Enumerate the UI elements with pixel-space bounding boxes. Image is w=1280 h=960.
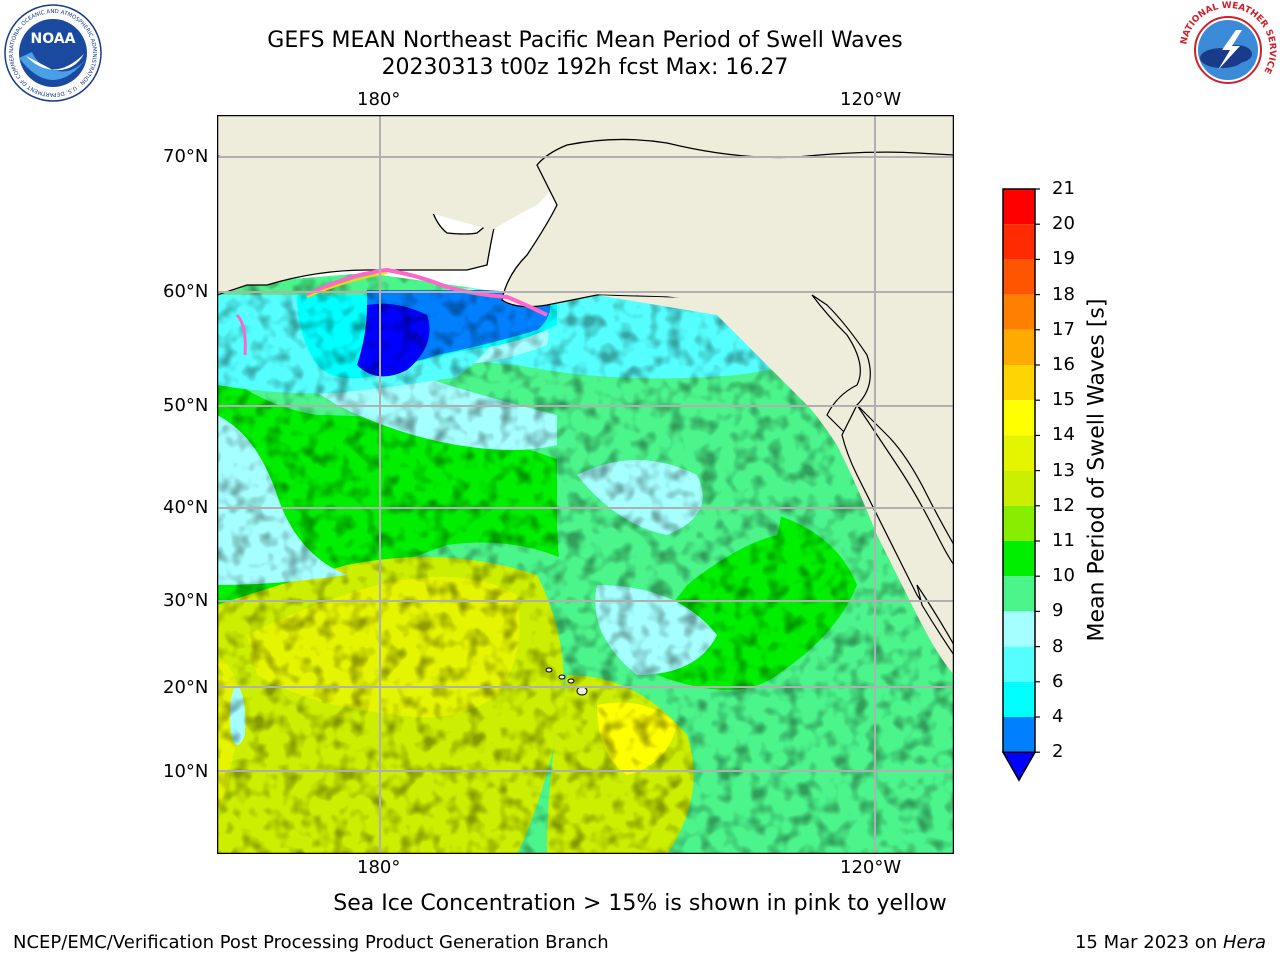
colorbar-tick-label: 10: [1052, 565, 1075, 587]
land-arctic: [217, 115, 954, 230]
colorbar-tick-label: 9: [1052, 600, 1064, 622]
colorbar-segment: [1003, 611, 1035, 647]
footer-date: 15 Mar 2023 on Hera: [1075, 932, 1266, 954]
lat-label-30n: 30°N: [163, 590, 209, 611]
colorbar-segment: [1003, 717, 1035, 753]
map-svg: [216, 114, 955, 855]
nws-logo: NATIONAL WEATHER SERVICE: [1178, 0, 1278, 100]
footer-credit: NCEP/EMC/Verification Post Processing Pr…: [13, 932, 609, 953]
colorbar-tick-label: 4: [1052, 706, 1064, 727]
colorbar: [1000, 186, 1040, 786]
colorbar-segment: [1003, 189, 1035, 225]
colorbar-segment: [1003, 294, 1035, 330]
colorbar-tick-label: 18: [1052, 283, 1075, 305]
colorbar-tick-label: 20: [1052, 213, 1075, 235]
colorbar-tick-label: 2: [1052, 741, 1064, 763]
lat-label-40n: 40°N: [163, 497, 209, 518]
colorbar-tick-label: 21: [1052, 178, 1075, 199]
chart-subtitle: 20230313 t00z 192h fcst Max: 16.27: [381, 55, 789, 80]
lat-label-60n: 60°N: [163, 281, 209, 302]
lat-label-50n: 50°N: [163, 395, 209, 416]
sea-ice-note: Sea Ice Concentration > 15% is shown in …: [333, 891, 947, 916]
noaa-logo: NATIONAL OCEANIC AND ATMOSPHERIC ADMINIS…: [2, 0, 102, 102]
map-panel: [216, 114, 955, 855]
colorbar-tick-label: 13: [1052, 459, 1075, 481]
footer-host: Hera: [1222, 932, 1266, 953]
colorbar-tick-label: 15: [1052, 389, 1075, 411]
lon-label-bottom-180: 180°: [357, 857, 401, 878]
svg-text:NOAA: NOAA: [31, 31, 76, 47]
colorbar-tick-label: 17: [1052, 318, 1075, 340]
lon-label-top-180: 180°: [357, 89, 401, 110]
colorbar-segment: [1003, 224, 1035, 260]
colorbar-segment: [1003, 435, 1035, 471]
colorbar-segment: [1003, 505, 1035, 541]
lon-label-bottom-120w: 120°W: [840, 857, 902, 878]
colorbar-segment: [1003, 470, 1035, 506]
sea-ice-edge: [306, 267, 548, 317]
colorbar-segment: [1003, 541, 1035, 577]
colorbar-segment: [1003, 259, 1035, 295]
lon-label-top-120w: 120°W: [840, 89, 902, 110]
colorbar-segment: [1003, 646, 1035, 682]
colorbar-segment: [1003, 400, 1035, 436]
colorbar-tick-label: 14: [1052, 424, 1075, 446]
colorbar-tick-label: 16: [1052, 354, 1075, 375]
colorbar-extend-arrow: [1001, 751, 1037, 782]
map-frame: [216, 114, 955, 855]
lat-label-20n: 20°N: [163, 677, 209, 698]
colorbar-segment: [1003, 329, 1035, 365]
land-west-coast: [841, 403, 954, 646]
lat-label-10n: 10°N: [163, 761, 209, 782]
colorbar-tick-label: 11: [1052, 530, 1075, 551]
colorbar-segment: [1003, 681, 1035, 717]
colorbar-tick-label: 12: [1052, 494, 1075, 516]
graticule: [217, 115, 954, 854]
colorbar-tick-label: 6: [1052, 670, 1064, 692]
footer-date-text: 15 Mar 2023 on: [1074, 932, 1223, 953]
lat-label-70n: 70°N: [163, 146, 209, 167]
colorbar-segment: [1003, 365, 1035, 401]
colorbar-tick-label: 8: [1052, 635, 1064, 657]
colorbar-label: Mean Period of Swell Waves [s]: [1084, 298, 1110, 642]
chart-title: GEFS MEAN Northeast Pacific Mean Period …: [267, 28, 903, 53]
colorbar-tick-label: 19: [1052, 248, 1075, 270]
hawaii-islands: [545, 667, 588, 696]
colorbar-segment: [1003, 576, 1035, 612]
